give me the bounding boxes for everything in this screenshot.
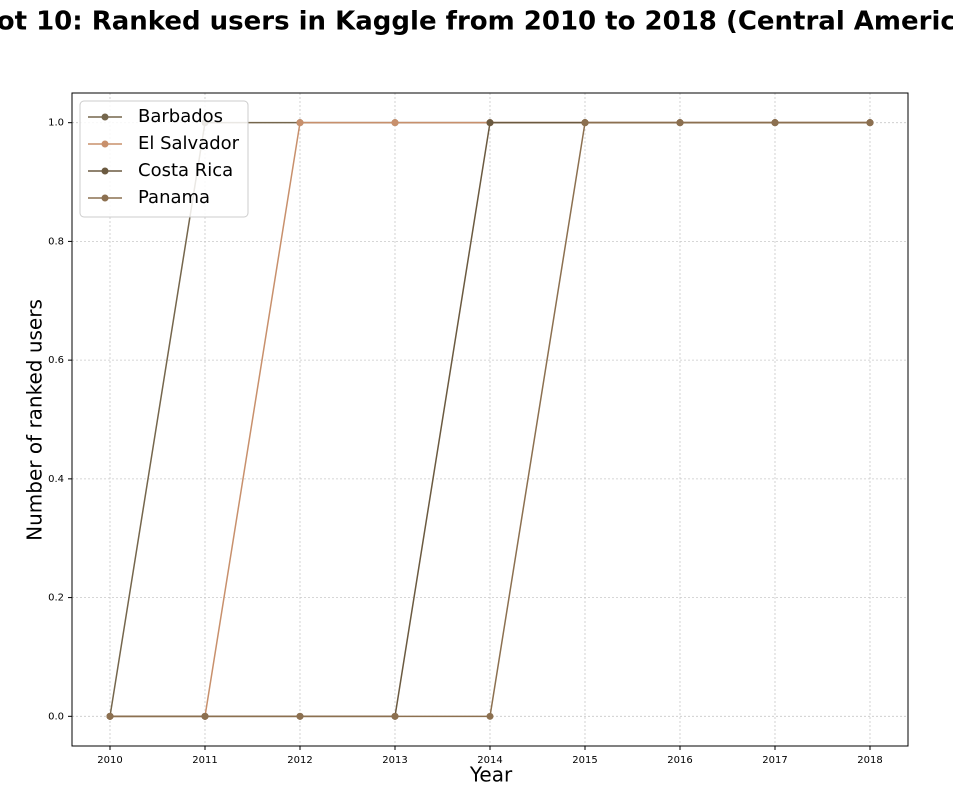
x-tick-label: 2011 (192, 755, 217, 766)
y-tick-label: 0.0 (48, 711, 64, 722)
y-tick-label: 0.2 (48, 593, 64, 604)
legend-label: El Salvador (138, 133, 240, 154)
x-tick-label: 2018 (857, 755, 882, 766)
data-point (486, 712, 494, 720)
x-tick-label: 2014 (477, 755, 502, 766)
data-point (296, 712, 304, 720)
x-axis-label: Year (469, 763, 513, 787)
data-point (296, 119, 304, 127)
y-tick-label: 1.0 (48, 118, 64, 129)
legend-marker (101, 167, 109, 175)
y-tick-label: 0.4 (48, 474, 64, 485)
x-tick-label: 2012 (287, 755, 312, 766)
legend-label: Panama (138, 187, 210, 208)
data-point (201, 712, 209, 720)
x-tick-label: 2016 (667, 755, 692, 766)
x-tick-label: 2017 (762, 755, 787, 766)
plot-frame (71, 92, 909, 747)
legend-marker (101, 113, 109, 121)
data-point (866, 119, 874, 127)
x-tick-label: 2013 (382, 755, 407, 766)
legend-label: Costa Rica (138, 160, 233, 181)
legend-marker (101, 140, 109, 148)
y-tick-label: 0.8 (48, 236, 64, 247)
data-point (581, 119, 589, 127)
y-axis-label: Number of ranked users (23, 299, 47, 541)
legend-marker (101, 194, 109, 202)
data-point (486, 119, 494, 127)
legend: Barbados El Salvador Costa Rica Panama (79, 100, 249, 218)
legend-box (79, 100, 249, 218)
data-point (106, 712, 114, 720)
data-point (676, 119, 684, 127)
y-tick-label: 0.6 (48, 355, 64, 366)
data-point (391, 119, 399, 127)
x-tick-label: 2010 (97, 755, 122, 766)
legend-label: Barbados (138, 106, 223, 127)
data-point (391, 712, 399, 720)
x-tick-label: 2015 (572, 755, 597, 766)
data-point (771, 119, 779, 127)
chart-title: Plot 10: Ranked users in Kaggle from 201… (0, 7, 953, 37)
